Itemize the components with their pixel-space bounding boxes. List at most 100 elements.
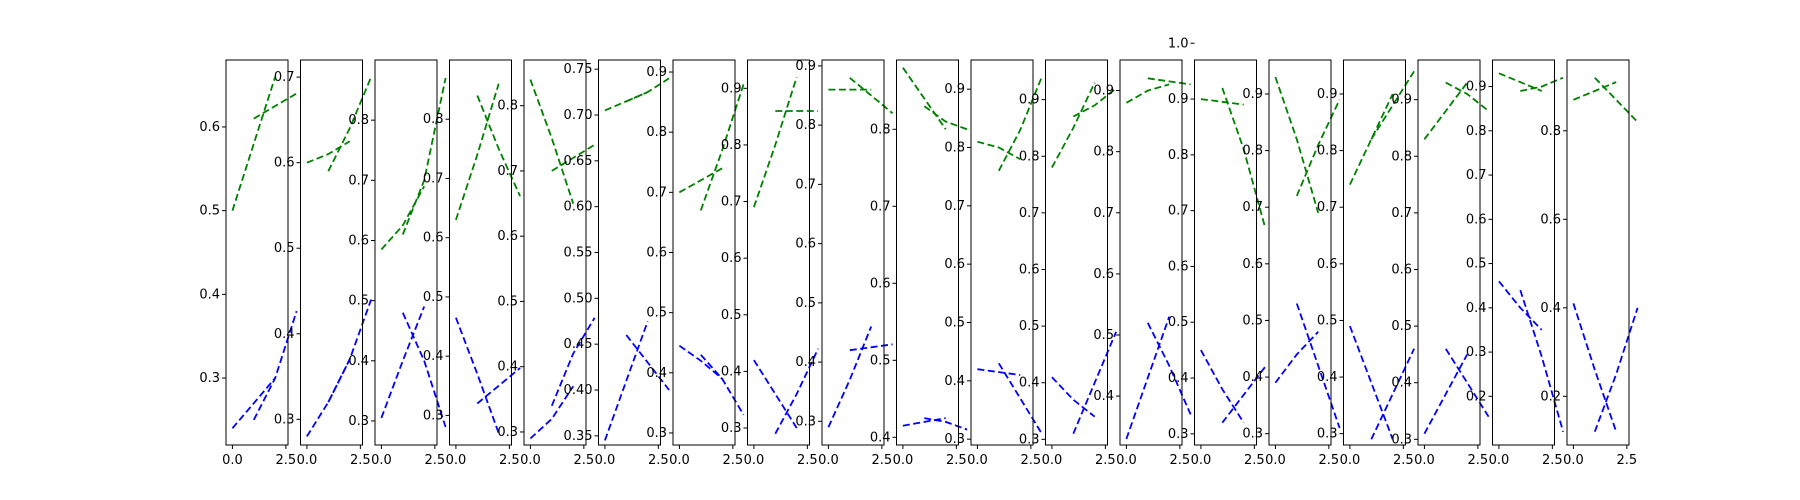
series-line-3 bbox=[1423, 353, 1468, 435]
y-tick-label: 0.4 bbox=[274, 327, 295, 342]
y-tick-label: 0.5 bbox=[1019, 319, 1040, 334]
y-tick-label: 0.3 bbox=[497, 425, 518, 440]
series-line-1 bbox=[753, 76, 798, 208]
x-tick-label: 0.0 bbox=[818, 453, 839, 468]
series-line-4 bbox=[1295, 303, 1341, 429]
y-tick-label: 0.7 bbox=[497, 164, 518, 179]
y-tick-label: 0.7 bbox=[795, 177, 816, 192]
y-tick-label: 0.4 bbox=[199, 287, 220, 302]
series-line-1 bbox=[1274, 76, 1320, 214]
y-tick-label: 0.9 bbox=[1168, 92, 1189, 107]
y-tick-label: 0.5 bbox=[1168, 315, 1189, 330]
y-tick-label: 0.7 bbox=[870, 199, 891, 214]
y-tick-label: 0.4 bbox=[497, 360, 518, 375]
subplot-19: 0.20.40.60.80.0 2.5 bbox=[1540, 59, 1639, 468]
x-tick-label: 2.5 bbox=[797, 453, 818, 468]
x-tick-label: 0.0 bbox=[520, 453, 541, 468]
series-line-1 bbox=[1349, 93, 1394, 185]
y-tick-label: 0.7 bbox=[721, 195, 742, 210]
x-tick-label: 2.5 bbox=[872, 453, 893, 468]
subplot-7: 0.30.40.50.60.70.80.90.0 2.5 bbox=[646, 59, 745, 468]
y-tick-label: 0.6 bbox=[1019, 262, 1040, 277]
axes-frame bbox=[1417, 59, 1481, 446]
y-tick-label: 0.6 bbox=[199, 120, 220, 135]
y-tick-label: 0.4 bbox=[646, 366, 667, 381]
series-line-4 bbox=[849, 343, 893, 352]
x-tick-label: 0.0 bbox=[297, 453, 318, 468]
y-tick-label: 0.6 bbox=[1540, 212, 1561, 227]
y-tick-label: 0.3 bbox=[274, 412, 295, 427]
y-tick-label: 0.6 bbox=[1168, 259, 1189, 274]
series-line-3 bbox=[977, 368, 1021, 376]
series-line-3 bbox=[1274, 331, 1319, 384]
axes-frame bbox=[821, 59, 885, 446]
y-tick-label: 0.4 bbox=[795, 355, 816, 370]
series-line-4 bbox=[998, 362, 1043, 434]
y-tick-label: 0.8 bbox=[1540, 124, 1561, 139]
series-line-3 bbox=[455, 317, 500, 434]
series-line-4 bbox=[700, 354, 745, 416]
y-tick-label: 0.45 bbox=[564, 337, 593, 352]
series-line-2 bbox=[1520, 76, 1564, 92]
y-tick-label: 0.5 bbox=[1466, 257, 1487, 272]
y-tick-label: 0.8 bbox=[870, 122, 891, 137]
y-tick-label: 0.3 bbox=[944, 432, 965, 447]
y-tick-label: 0.7 bbox=[1019, 206, 1040, 221]
x-tick-label: 0.0 bbox=[446, 453, 467, 468]
x-tick-label: 0.0 bbox=[371, 453, 392, 468]
series-line-3 bbox=[678, 344, 723, 380]
x-tick-label: 2.5 bbox=[1617, 453, 1638, 468]
x-tick-label: 2.5 bbox=[1095, 453, 1116, 468]
y-tick-label: 0.8 bbox=[1242, 144, 1263, 159]
axes-frame bbox=[1343, 59, 1406, 446]
series-line-4 bbox=[1519, 289, 1564, 432]
series-line-4 bbox=[1593, 307, 1639, 433]
x-tick-label: 2.5 bbox=[574, 453, 595, 468]
y-tick-label: 0.3 bbox=[199, 371, 220, 386]
y-tick-label: 0.7 bbox=[274, 70, 295, 85]
x-tick-label: 2.5 bbox=[1393, 453, 1414, 468]
series-line-2 bbox=[327, 76, 372, 172]
y-tick-label: 0.4 bbox=[1242, 370, 1263, 385]
series-line-4 bbox=[252, 310, 298, 421]
series-line-1 bbox=[1423, 82, 1468, 140]
series-line-2 bbox=[1445, 81, 1490, 112]
subplot-1: 0.3 0.4 0.5 0.6 0.0 2.5 bbox=[199, 59, 298, 468]
series-line-3 bbox=[1349, 325, 1394, 440]
series-line-3 bbox=[1498, 280, 1543, 331]
y-tick-label: 0.3 bbox=[1242, 427, 1263, 442]
axes-frame bbox=[1268, 59, 1332, 446]
x-tick-label: 2.5 bbox=[499, 453, 520, 468]
y-tick-label: 0.8 bbox=[497, 99, 518, 114]
series-line-3 bbox=[753, 359, 798, 429]
y-tick-label: 0.5 bbox=[870, 353, 891, 368]
y-tick-label: 0.3 bbox=[1391, 432, 1412, 447]
series-line-2 bbox=[253, 92, 298, 120]
y-tick-label: 0.7 bbox=[1093, 206, 1114, 221]
series-line-1 bbox=[678, 167, 723, 194]
y-tick-label: 0.9 bbox=[944, 82, 965, 97]
y-tick-label: 0.8 bbox=[1391, 149, 1412, 164]
series-line-4 bbox=[327, 299, 372, 403]
series-line-1 bbox=[1125, 83, 1170, 104]
subplot-11: 0.30.40.50.60.70.80.90.0 2.5 bbox=[944, 59, 1043, 468]
y-tick-label: 0.8 bbox=[646, 125, 667, 140]
subplot-3: 0.30.40.50.60.70.80.0 2.5 bbox=[348, 59, 447, 468]
y-tick-label: 0.6 bbox=[646, 246, 667, 261]
series-line-4 bbox=[774, 348, 819, 435]
series-line-3 bbox=[902, 417, 946, 427]
x-tick-label: 2.5 bbox=[648, 453, 669, 468]
x-tick-label: 2.5 bbox=[350, 453, 371, 468]
y-tick-label: 0.8 bbox=[1317, 144, 1338, 159]
axes-frame bbox=[374, 59, 438, 446]
subplot-5: 0.30.40.50.60.70.80.0 2.5 bbox=[497, 59, 596, 468]
axes-frame bbox=[1119, 59, 1183, 446]
axes-frame bbox=[1566, 59, 1630, 446]
y-tick-label: 0.5 bbox=[1242, 313, 1263, 328]
series-line-1 bbox=[455, 83, 500, 221]
series-line-1 bbox=[1573, 81, 1617, 101]
y-tick-label: 0.8 bbox=[1168, 148, 1189, 163]
series-line-2 bbox=[699, 83, 745, 211]
x-tick-label: 2.5 bbox=[276, 453, 297, 468]
series-line-4 bbox=[401, 312, 447, 428]
